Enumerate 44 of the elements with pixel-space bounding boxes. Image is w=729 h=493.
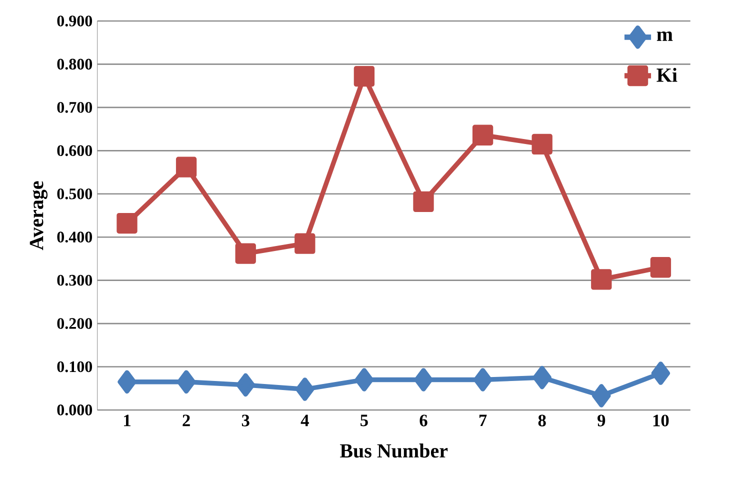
point (354, 66, 375, 87)
legend-label: m (656, 31, 673, 41)
point (235, 243, 256, 264)
y-tick-label: 0.100 (57, 361, 92, 372)
point (116, 212, 138, 234)
point (176, 370, 196, 394)
x-tick-label: 3 (242, 414, 250, 426)
point (591, 269, 612, 290)
legend-label: Ki (656, 68, 678, 82)
point (532, 366, 552, 390)
point (236, 373, 255, 397)
x-tick-label: 5 (360, 414, 368, 426)
y-tick-label: 0.900 (57, 16, 92, 26)
y-axis-title: Average (30, 181, 48, 250)
x-axis-title: Bus Number (340, 444, 448, 458)
point (592, 384, 611, 408)
point (296, 378, 314, 401)
y-tick-label: 0.500 (57, 188, 92, 200)
x-tick-label: 7 (479, 414, 487, 426)
y-tick-label: 0.800 (57, 58, 92, 70)
point (354, 368, 374, 392)
y-tick-label: 0.700 (57, 102, 92, 113)
point (118, 370, 136, 394)
point (294, 233, 316, 254)
x-tick-label: 9 (598, 414, 606, 426)
point (532, 134, 552, 155)
point (651, 362, 670, 385)
point (413, 191, 434, 212)
x-tick-label: 8 (538, 414, 546, 426)
point (414, 368, 433, 392)
x-tick-label: 6 (420, 414, 428, 426)
x-tick-label: 10 (653, 414, 669, 426)
y-tick-label: 0.600 (57, 145, 92, 156)
x-tick-label: 1 (124, 414, 130, 426)
point (176, 156, 197, 178)
x-tick-label: 2 (182, 414, 190, 426)
point (650, 257, 672, 278)
y-tick-label: 0.200 (57, 318, 92, 329)
y-tick-label: 0.400 (57, 232, 92, 243)
x-tick-label: 4 (300, 414, 309, 426)
point (472, 124, 494, 146)
point (473, 368, 492, 392)
y-tick-label: 0.000 (57, 404, 92, 416)
y-tick-label: 0.300 (57, 274, 92, 286)
